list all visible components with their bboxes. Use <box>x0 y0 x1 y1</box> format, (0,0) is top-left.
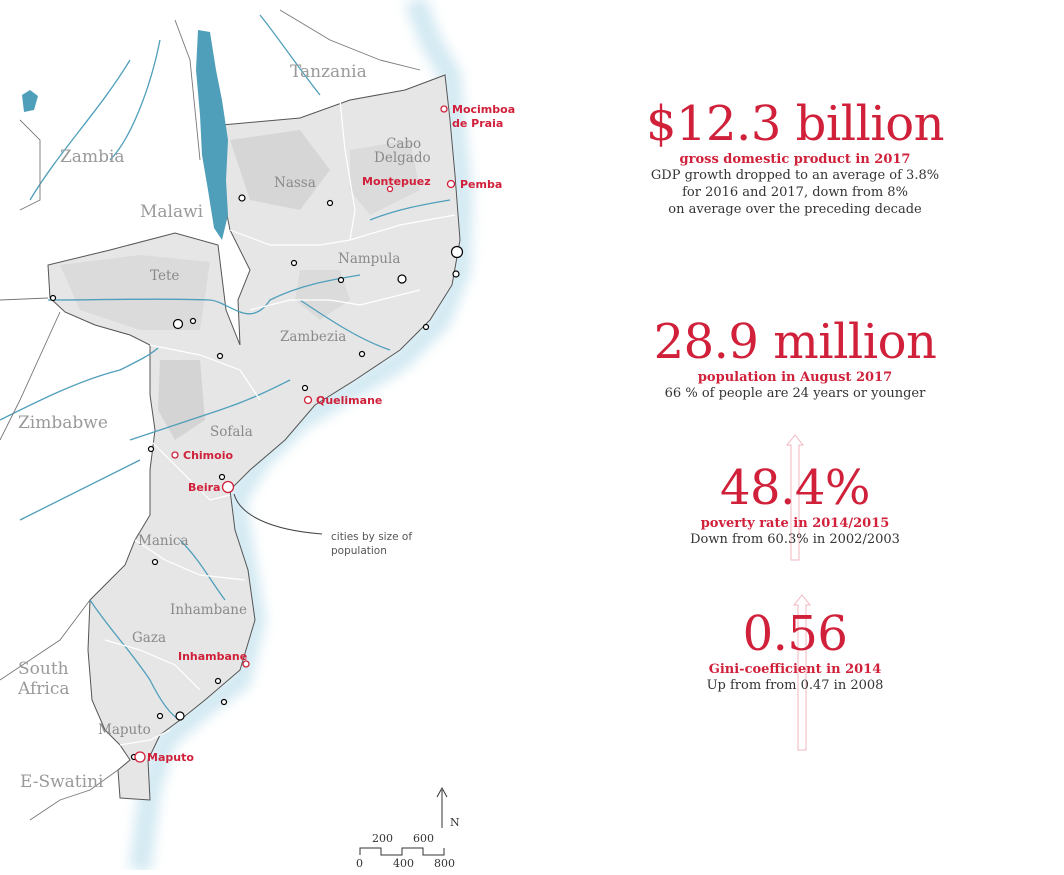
stat-gdp-label: gross domestic product in 2017 <box>679 152 911 167</box>
svg-text:200: 200 <box>372 832 393 845</box>
stat-population-label: population in August 2017 <box>697 370 893 385</box>
scale-bar: 200 600 0 400 800 <box>356 832 455 870</box>
svg-text:0: 0 <box>356 857 363 870</box>
legend-note: cities by size of population <box>331 531 413 557</box>
relief-zambezia <box>295 270 350 320</box>
city-markers-named <box>134 105 456 763</box>
stat-gini-value: 0.56 <box>742 606 848 662</box>
svg-text:N: N <box>450 816 460 829</box>
province-nassa: Nassa <box>274 175 316 191</box>
province-manica: Manica <box>138 533 189 549</box>
province-maputo: Maputo <box>98 722 151 738</box>
stat-gini-desc: Up from from 0.47 in 2008 <box>706 678 884 693</box>
stat-gdp-desc-1: GDP growth dropped to an average of 3.8% <box>650 168 940 183</box>
province-sofala: Sofala <box>210 424 253 440</box>
province-gaza: Gaza <box>132 630 166 646</box>
svg-text:400: 400 <box>393 857 414 870</box>
country-borders <box>0 9 421 821</box>
city-markers-small <box>49 194 464 761</box>
relief-manica <box>158 360 205 440</box>
lake-malawi <box>196 30 228 240</box>
city-mocimboa-line1: Mocimboa <box>452 103 515 116</box>
province-cabo-line1: Cabo <box>386 136 421 152</box>
stat-gdp-desc-2: for 2016 and 2017, down from 8% <box>682 185 908 200</box>
svg-text:600: 600 <box>413 832 434 845</box>
province-borders <box>104 99 456 746</box>
city-inhambane: Inhambane <box>178 650 247 663</box>
city-pemba: Pemba <box>460 178 502 191</box>
decorative-arrows <box>785 434 812 751</box>
country-tanzania: Tanzania <box>290 62 367 82</box>
stat-poverty-label: poverty rate in 2014/2015 <box>700 516 890 531</box>
stat-population-value: 28.9 million <box>653 314 937 370</box>
country-zimbabwe: Zimbabwe <box>18 413 108 433</box>
north-arrow: N <box>436 786 460 829</box>
province-zambezia: Zambezia <box>280 329 346 345</box>
province-tete: Tete <box>150 268 179 284</box>
province-nampula: Nampula <box>338 251 400 267</box>
relief-cabo <box>350 140 420 215</box>
stat-population-desc: 66 % of people are 24 years or younger <box>664 386 926 401</box>
stat-population: 28.9 million population in August 2017 6… <box>575 318 1015 402</box>
rivers <box>0 14 451 721</box>
stat-gdp-desc-3: on average over the preceding decade <box>668 202 922 217</box>
province-cabo-line2: Delgado <box>374 150 431 166</box>
city-mocimboa-line2: de Praia <box>452 117 503 130</box>
svg-text:800: 800 <box>434 857 455 870</box>
city-beira: Beira <box>188 481 220 494</box>
stat-gini: 0.56 Gini-coefficient in 2014 Up from fr… <box>575 610 1015 694</box>
relief-tete <box>60 255 210 330</box>
city-chimoio: Chimoio <box>183 449 233 462</box>
stat-gdp-value: $12.3 billion <box>645 96 945 152</box>
country-south-africa-line1: South <box>18 659 69 679</box>
lake-bangweulu <box>22 90 38 112</box>
stat-gdp: $12.3 billion gross domestic product in … <box>575 100 1015 218</box>
city-maputo: Maputo <box>147 751 194 764</box>
country-malawi: Malawi <box>140 202 204 222</box>
legend-leader <box>233 493 323 535</box>
stat-poverty: 48.4% poverty rate in 2014/2015 Down fro… <box>575 464 1015 548</box>
country-south-africa-line2: Africa <box>17 679 70 699</box>
stat-poverty-desc: Down from 60.3% in 2002/2003 <box>690 532 900 547</box>
country-eswatini: E-Swatini <box>20 772 104 792</box>
stat-gini-label: Gini-coefficient in 2014 <box>708 662 882 677</box>
stat-poverty-value: 48.4% <box>720 460 870 516</box>
relief-north <box>230 130 330 210</box>
city-quelimane: Quelimane <box>316 394 382 407</box>
province-inhambane: Inhambane <box>170 602 247 618</box>
city-montepuez: Montepuez <box>362 175 431 188</box>
country-zambia: Zambia <box>60 147 125 167</box>
